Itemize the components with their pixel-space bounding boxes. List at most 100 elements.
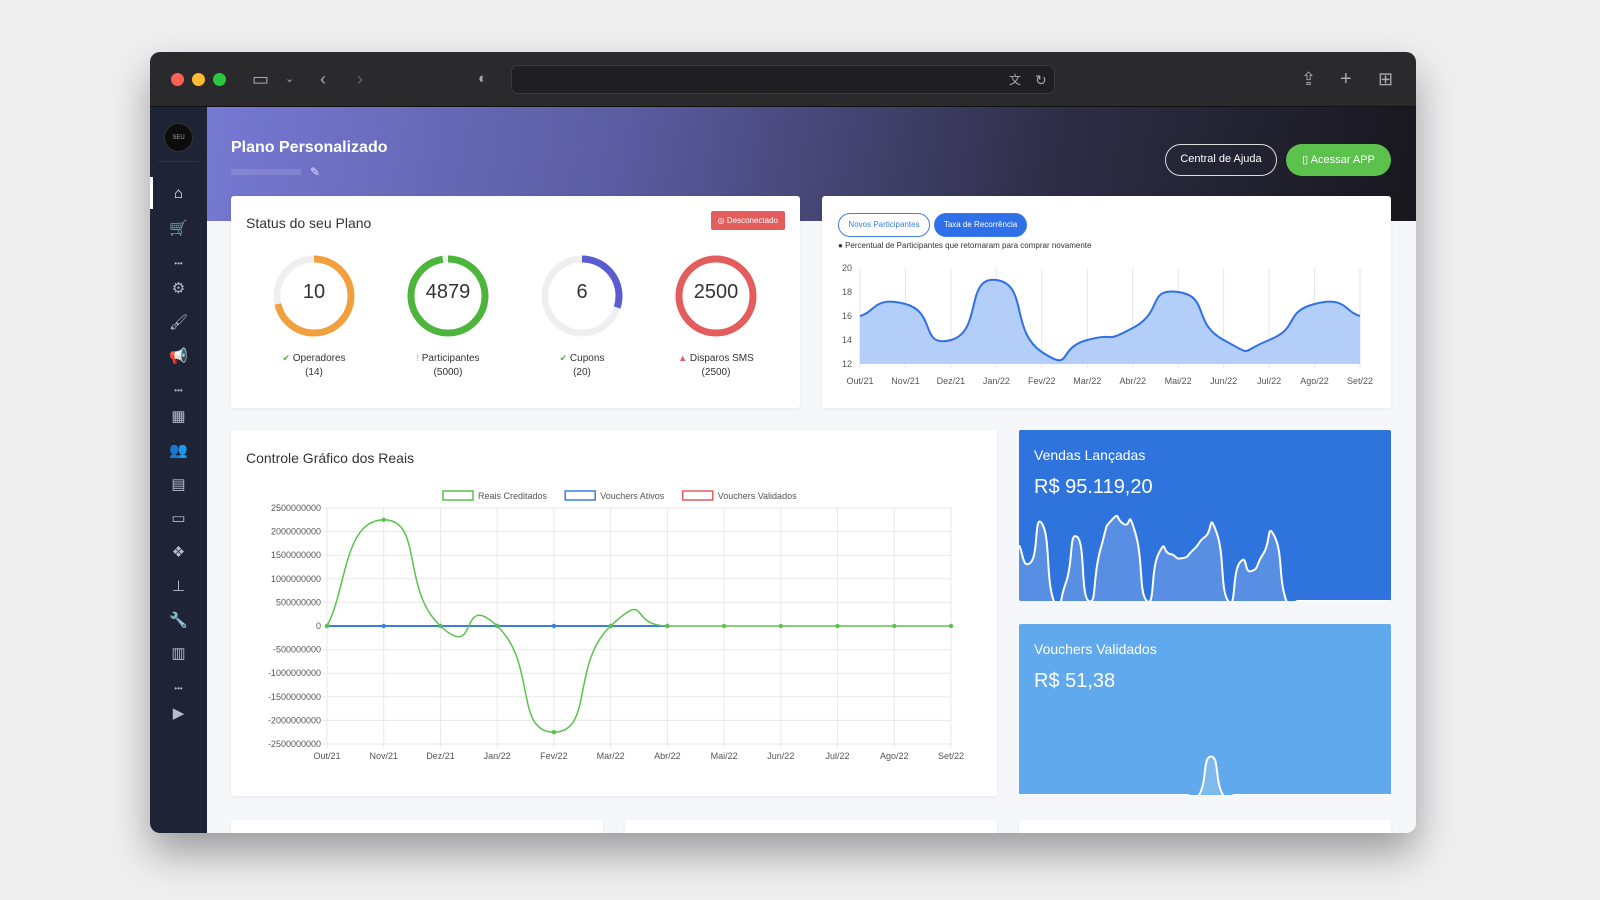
x-tick-label: Jul/22 <box>1257 376 1281 386</box>
vouchers-title: Vouchers Validados <box>1034 641 1157 657</box>
y-tick-label: -1000000000 <box>268 668 321 678</box>
whatsapp-status-badge[interactable]: ◎ Desconectado <box>710 211 785 230</box>
check-circle-icon: ✔ <box>559 353 568 363</box>
vouchers-card: Vouchers Validados R$ 51,38 <box>1019 624 1391 795</box>
settings-icon[interactable]: ⚙ <box>171 280 186 297</box>
x-tick-label: Ago/22 <box>1300 376 1329 386</box>
data-point <box>948 623 954 629</box>
edit-icon[interactable]: ✎ <box>310 165 321 179</box>
x-tick-label: Abr/22 <box>654 751 681 761</box>
y-tick-label: 14 <box>842 335 852 345</box>
x-tick-label: Mar/22 <box>1073 376 1101 386</box>
y-tick-label: 12 <box>842 359 852 369</box>
gauge-fill <box>541 255 623 337</box>
more-dots-icon: ••• <box>174 684 183 693</box>
address-bar[interactable]: 文 ↻ <box>511 65 1055 94</box>
forward-icon[interactable]: › <box>357 69 363 89</box>
x-tick-label: Jun/22 <box>1210 376 1237 386</box>
data-point <box>665 623 670 629</box>
gauge-fill <box>407 255 489 337</box>
sparkline-line <box>1019 514 1391 601</box>
google-play-icon[interactable]: ▶ <box>172 705 185 722</box>
sitemap-icon[interactable]: ⊥ <box>171 578 186 595</box>
data-point <box>721 623 727 629</box>
translate-icon[interactable]: 文 <box>1009 73 1022 87</box>
ticket-icon[interactable]: ▭ <box>171 510 186 527</box>
chevron-down-icon[interactable]: ⌄ <box>285 73 295 85</box>
x-tick-label: Mai/22 <box>711 751 738 761</box>
check-circle-icon: ● <box>838 241 843 250</box>
gauge-operadores: 10 ✔ Operadores (14) <box>269 251 359 380</box>
controle-card: Controle Gráfico dos Reais 2500000000 200… <box>231 430 997 796</box>
y-tick-label: 20 <box>842 263 852 273</box>
more-dots-icon: ••• <box>174 386 183 395</box>
data-point <box>551 623 557 629</box>
plan-status-card: Status do seu Plano ◎ Desconectado 10 ✔ … <box>231 196 800 408</box>
back-icon[interactable]: ‹ <box>320 69 326 89</box>
sidebar-toggle-icon[interactable]: ▭ <box>252 69 270 89</box>
vendas-sparkline <box>1019 514 1391 601</box>
x-tick-label: Out/21 <box>313 751 340 761</box>
vouchers-sparkline <box>1019 755 1391 795</box>
store-icon[interactable]: ▤ <box>171 476 186 493</box>
tab-novos-participantes[interactable]: Novos Participantes <box>838 213 930 237</box>
gauge-label: Participantes <box>421 353 480 364</box>
gauge-value: 4879 <box>425 281 471 303</box>
data-point <box>551 730 557 735</box>
cart-icon[interactable]: 🛒 <box>169 220 188 237</box>
x-tick-label: Mar/22 <box>597 751 625 761</box>
y-tick-label: 18 <box>842 287 852 297</box>
sparkline-fill <box>1019 515 1391 601</box>
gauge-ring <box>541 255 623 337</box>
cubes-icon[interactable]: ❖ <box>171 544 186 561</box>
legend-swatch <box>681 490 714 501</box>
chart-icon[interactable]: ▥ <box>171 645 186 662</box>
x-tick-label: Jul/22 <box>826 751 850 761</box>
warning-triangle-icon: ▲ <box>678 353 688 363</box>
tab-overview-icon[interactable]: ⊞ <box>1378 69 1394 89</box>
brush-icon[interactable]: 🖌 <box>168 314 189 331</box>
gauge-label: Cupons <box>569 353 605 364</box>
gauge-ring <box>675 255 757 337</box>
users-icon[interactable]: 👥 <box>169 442 188 459</box>
y-tick-label: -500000000 <box>273 645 321 655</box>
legend-label: Vouchers Validados <box>718 491 797 501</box>
x-tick-label: Set/22 <box>1347 376 1373 386</box>
data-point <box>892 623 897 629</box>
gauge-ring <box>407 255 489 337</box>
y-tick-label: -2000000000 <box>268 715 321 725</box>
megaphone-icon[interactable]: 📢 <box>169 348 188 365</box>
gauge-value: 10 <box>302 281 326 303</box>
chart-note: ● Percentual de Participantes que retorn… <box>838 241 1091 250</box>
maximize-window-button[interactable] <box>213 73 226 86</box>
share-icon[interactable]: ⇪ <box>1301 69 1317 89</box>
reload-icon[interactable]: ↻ <box>1035 72 1047 88</box>
logo[interactable]: SEU <box>164 123 193 152</box>
gauge-disparos-sms: 2500 ▲ Disparos SMS (2500) <box>671 251 761 380</box>
access-app-button[interactable]: ▯ Acessar APP <box>1286 144 1391 176</box>
gauge-limit: (20) <box>573 367 591 378</box>
y-tick-label: 1000000000 <box>271 574 321 584</box>
legend-label: Vouchers Ativos <box>600 491 665 501</box>
tab-taxa-recorrencia[interactable]: Taxa de Recorrência <box>934 213 1027 237</box>
x-tick-label: Jun/22 <box>767 751 794 761</box>
minimize-window-button[interactable] <box>192 73 205 86</box>
close-window-button[interactable] <box>171 73 184 86</box>
gauge-fill <box>273 255 355 337</box>
home-icon[interactable]: ⌂ <box>173 185 184 202</box>
data-point <box>608 623 613 629</box>
y-tick-label: 2000000000 <box>271 527 321 537</box>
help-center-button[interactable]: Central de Ajuda <box>1165 144 1277 176</box>
vendas-card: Vendas Lançadas R$ 95.119,20 <box>1019 430 1391 601</box>
wrench-icon[interactable]: 🔧 <box>169 612 188 629</box>
y-tick-label: 2500000000 <box>271 503 321 513</box>
new-tab-icon[interactable]: + <box>1340 68 1352 90</box>
card-title: Controle Gráfico dos Reais <box>246 450 415 466</box>
shield-icon[interactable]: ◐ <box>478 70 488 87</box>
y-tick-label: -1500000000 <box>268 692 321 702</box>
gauge-limit: (2500) <box>701 367 731 378</box>
gauge-ring <box>273 255 355 337</box>
calculator-icon[interactable]: ▦ <box>171 408 186 425</box>
data-point <box>324 623 330 629</box>
gauge-label: Operadores <box>292 353 346 364</box>
